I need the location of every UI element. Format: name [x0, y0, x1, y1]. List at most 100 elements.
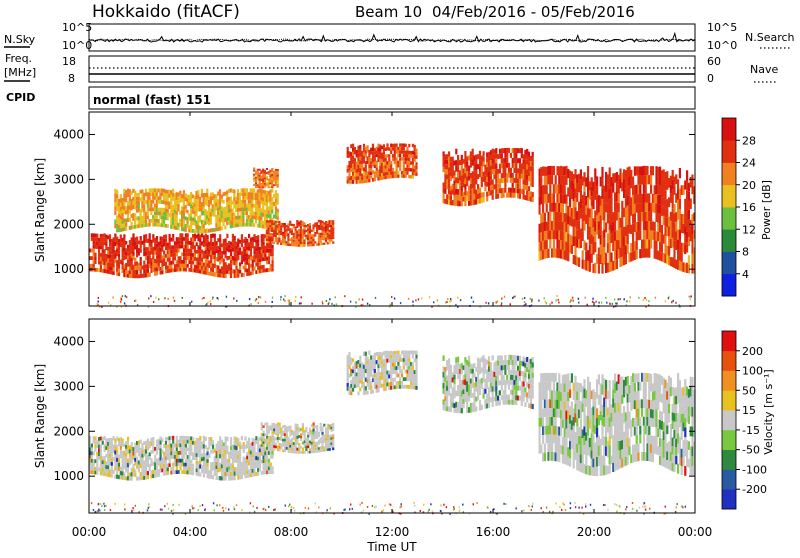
echo-cell [249, 298, 250, 300]
echo-cell [143, 261, 145, 265]
echo-cell [125, 227, 127, 231]
nave-axis-bottom: 0 [707, 72, 714, 85]
echo-cell [225, 476, 227, 480]
echo-cell [241, 436, 243, 440]
echo-cell [91, 447, 93, 451]
echo-cell [477, 164, 479, 169]
echo-cell [677, 179, 679, 189]
echo-cell [403, 161, 405, 164]
echo-cell [271, 189, 273, 193]
echo-cell [528, 186, 530, 191]
echo-cell [284, 239, 286, 241]
echo-cell [572, 297, 573, 299]
echo-cell [556, 295, 557, 297]
echo-cell [264, 179, 266, 181]
echo-cell [508, 148, 510, 153]
echo-cell [495, 163, 497, 168]
echo-cell [203, 251, 205, 255]
echo-cell [228, 452, 230, 456]
echo-cell [359, 145, 361, 149]
echo-cell [446, 179, 448, 184]
echo-cell [172, 261, 174, 265]
echo-cell [332, 232, 334, 234]
echo-cell [390, 161, 392, 165]
echo-cell [569, 198, 571, 207]
echo-cell [277, 177, 279, 179]
echo-cell [303, 239, 305, 241]
echo-cell [486, 197, 488, 202]
echo-cell [396, 157, 398, 160]
echo-cell [164, 297, 165, 299]
echo-cell [176, 219, 178, 223]
echo-cell [403, 171, 405, 174]
echo-cell [266, 176, 268, 178]
echo-cell [372, 144, 374, 148]
echo-cell [400, 302, 401, 304]
echo-cell [192, 242, 194, 246]
echo-cell [152, 251, 154, 255]
echo-cell [150, 204, 152, 208]
echo-cell [517, 173, 519, 178]
echo-cell [179, 466, 181, 470]
echo-cell [332, 448, 334, 451]
echo-cell [368, 179, 370, 183]
echo-cell [466, 176, 468, 181]
echo-cell [226, 437, 228, 441]
echo-cell [592, 298, 593, 300]
echo-cell [519, 179, 521, 184]
echo-cell [168, 298, 169, 300]
echo-cell [156, 272, 158, 276]
echo-cell [644, 297, 645, 299]
echo-cell [326, 300, 327, 302]
echo-cell [639, 185, 641, 194]
echo-cell [233, 298, 234, 300]
echo-cell [135, 300, 136, 302]
echo-cell [508, 163, 510, 168]
echo-cell [266, 202, 268, 206]
echo-cell [263, 436, 265, 439]
echo-cell [113, 267, 115, 271]
echo-cell [152, 247, 154, 251]
nsearch-axis-bottom: 10^0 [707, 39, 737, 52]
echo-cell [152, 445, 154, 449]
echo-cell [532, 152, 534, 157]
echo-cell [388, 161, 390, 165]
echo-cell [152, 441, 154, 445]
echo-cell [603, 212, 605, 221]
echo-cell [483, 192, 485, 197]
echo-cell [390, 304, 391, 306]
echo-cell [330, 239, 332, 241]
echo-cell [210, 220, 212, 224]
echo-cell [131, 222, 133, 226]
echo-cell [161, 438, 163, 442]
echo-cell [187, 237, 189, 241]
echo-cell [156, 451, 158, 455]
echo-cell [259, 464, 261, 468]
echo-cell [251, 208, 253, 212]
echo-cell [252, 271, 254, 275]
echo-cell [100, 448, 102, 452]
freq-axis-bottom: 8 [68, 72, 75, 85]
echo-cell [159, 196, 161, 200]
echo-cell [332, 445, 334, 448]
echo-cell [332, 241, 334, 243]
echo-cell [614, 221, 616, 231]
echo-cell [532, 172, 534, 177]
echo-cell [127, 441, 129, 445]
echo-cell [239, 266, 241, 270]
echo-cell [160, 445, 162, 449]
echo-cell [219, 222, 221, 226]
echo-cell [375, 297, 376, 299]
echo-cell [531, 300, 532, 302]
echo-cell [208, 445, 210, 449]
echo-cell [266, 236, 268, 238]
echo-cell [207, 463, 209, 467]
echo-cell [264, 202, 266, 206]
echo-cell [522, 298, 523, 300]
echo-cell [177, 204, 179, 208]
echo-cell [582, 250, 584, 259]
power-ylabel: Slant Range [km] [33, 158, 47, 262]
echo-cell [690, 298, 691, 300]
echo-cell [127, 249, 129, 253]
echo-cell [399, 168, 401, 171]
